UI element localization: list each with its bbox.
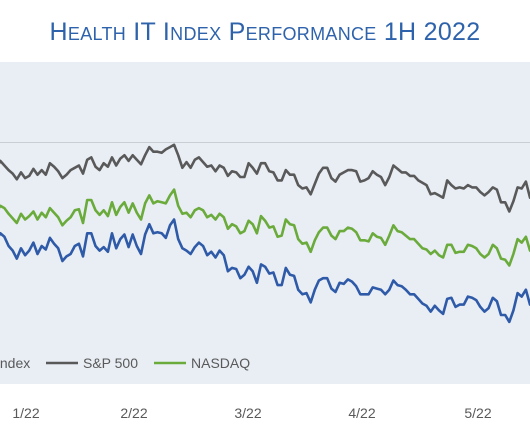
legend-label: Index [0,355,30,371]
x-tick-label: 3/22 [234,405,261,421]
health-it-index-line [0,218,530,324]
x-tick-label: 1/22 [12,405,39,421]
chart-title: Health IT Index Performance 1H 2022 [49,18,481,46]
legend-item-nasdaq: NASDAQ [154,355,250,371]
sp500-line [0,143,530,213]
legend-label: S&P 500 [83,355,138,371]
nasdaq-line [0,188,530,267]
legend: Index S&P 500 NASDAQ [0,355,250,371]
legend-item-sp500: S&P 500 [46,355,138,371]
x-tick-label: 4/22 [348,405,375,421]
legend-label: NASDAQ [191,355,250,371]
x-tick-label: 2/22 [120,405,147,421]
legend-item-health-it-index: Index [0,355,30,371]
x-tick-label: 5/22 [464,405,491,421]
x-axis-ticks: 1/22 2/22 3/22 4/22 5/22 [12,405,491,421]
series-lines [0,143,530,324]
